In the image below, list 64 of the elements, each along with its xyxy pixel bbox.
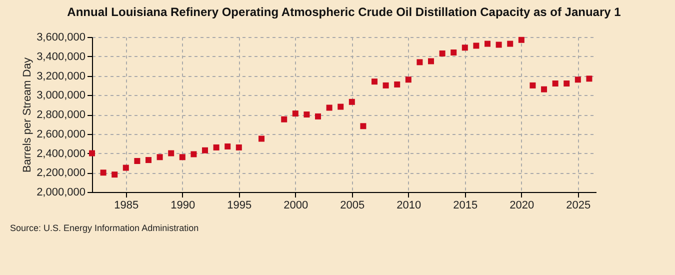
point [292, 110, 298, 117]
point [348, 98, 355, 105]
y-tick-label: 2,200,000 [36, 167, 86, 180]
y-tick-label: 2,000,000 [36, 186, 86, 198]
y-tick-label: 3,200,000 [36, 70, 86, 82]
y-tick-label: 2,600,000 [36, 128, 86, 140]
point [122, 164, 129, 171]
point [541, 86, 548, 92]
point [360, 123, 366, 130]
point [530, 82, 536, 88]
x-tick-label: 2025 [566, 200, 591, 212]
point [236, 144, 242, 150]
point [574, 76, 581, 83]
point [315, 113, 322, 120]
y-axis-title: Barrels per Stream Day [22, 57, 34, 172]
point [100, 170, 106, 176]
point [146, 157, 152, 164]
x-tick-label: 2000 [284, 200, 308, 212]
point [179, 154, 186, 160]
x-tick-label: 1995 [227, 200, 252, 212]
x-tick-label: 1985 [114, 200, 139, 212]
point [213, 144, 220, 150]
point [450, 50, 457, 56]
point [473, 42, 480, 49]
x-tick-label: 2020 [510, 200, 534, 212]
point [112, 172, 118, 178]
x-tick-label: 2015 [453, 200, 478, 212]
point [326, 104, 332, 111]
point [372, 78, 378, 85]
chart-title: Annual Louisiana Refinery Operating Atmospheric Crude Oil Distillation Capacity as of January 1 [67, 5, 622, 19]
point [134, 158, 140, 164]
point [405, 76, 412, 83]
point [190, 151, 197, 158]
point [202, 147, 208, 154]
x-tick-label: 2005 [340, 200, 365, 212]
x-tick-label: 2010 [396, 200, 422, 212]
point [281, 116, 288, 122]
point [484, 40, 491, 47]
point [496, 42, 502, 48]
source-note: Source: U.S. Energy Information Administration [10, 223, 199, 233]
y-tick-label: 3,000,000 [36, 90, 86, 102]
x-tick-label: 1990 [170, 200, 196, 212]
point [564, 80, 570, 86]
y-tick-label: 3,600,000 [36, 32, 86, 44]
point [156, 154, 163, 160]
point [338, 104, 344, 110]
point [507, 40, 514, 47]
point [394, 81, 400, 88]
point [428, 58, 434, 64]
point [304, 112, 310, 118]
y-tick-label: 2,400,000 [36, 148, 86, 160]
point [416, 59, 423, 66]
point [552, 80, 558, 86]
point [518, 36, 524, 43]
point [462, 44, 468, 51]
y-tick-label: 2,800,000 [36, 109, 86, 121]
point [258, 136, 265, 142]
point [382, 82, 389, 88]
point [89, 150, 95, 156]
y-tick-label: 3,400,000 [36, 50, 86, 63]
point [168, 150, 174, 156]
point [586, 76, 592, 82]
point [439, 50, 446, 56]
point [224, 143, 231, 150]
